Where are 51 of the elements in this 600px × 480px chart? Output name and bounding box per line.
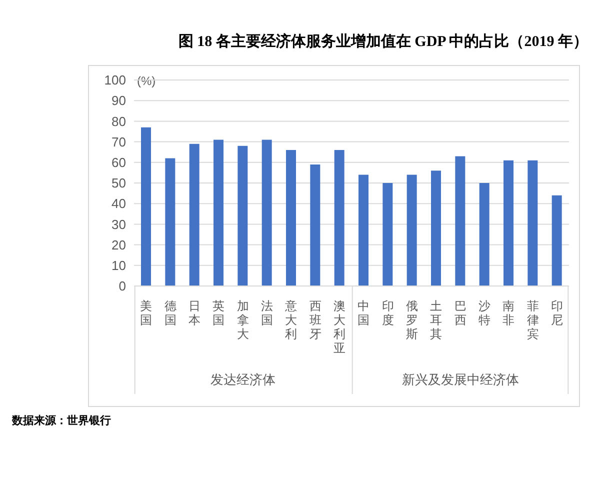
bar <box>431 170 441 286</box>
x-tick-label: 法国 <box>260 299 273 327</box>
bar <box>286 150 296 286</box>
bar <box>455 156 466 286</box>
x-tick-label: 日本 <box>188 299 200 327</box>
bar <box>528 160 538 286</box>
x-tick-label: 德国 <box>164 299 176 327</box>
bar <box>189 144 200 286</box>
bar <box>504 160 514 286</box>
y-tick-label: 50 <box>112 176 126 191</box>
y-tick-label: 10 <box>112 258 126 274</box>
y-tick-label: 60 <box>112 155 126 170</box>
bar <box>214 140 224 286</box>
x-tick-label: 巴西 <box>454 299 466 327</box>
x-tick-label: 南非 <box>502 299 515 327</box>
y-tick-label: 80 <box>112 114 126 129</box>
text: 新兴及发展中经济体 <box>402 372 519 387</box>
x-tick-label: 印尼 <box>550 299 563 327</box>
bar <box>310 164 320 286</box>
x-tick-label: 沙特 <box>478 299 490 327</box>
source-note: 数据来源：世界银行 <box>12 414 112 428</box>
y-tick-label: 40 <box>112 196 126 212</box>
bar <box>141 127 151 286</box>
bar <box>479 183 490 286</box>
x-tick-label: 土耳其 <box>430 299 442 341</box>
x-tick-label: 美国 <box>140 299 152 327</box>
bar <box>382 183 393 286</box>
bar <box>552 195 562 286</box>
x-tick-label: 印度 <box>382 299 394 327</box>
y-tick-label: 0 <box>118 278 126 294</box>
x-tick-label: 意大利 <box>284 299 298 341</box>
x-tick-label: 中国 <box>358 299 370 327</box>
x-tick-label: 加拿大 <box>236 299 249 341</box>
y-tick-label: 20 <box>112 237 126 252</box>
x-tick-label: 澳大利亚 <box>333 299 346 355</box>
bar <box>358 174 368 286</box>
bar <box>238 146 248 286</box>
y-tick-label: 70 <box>112 134 126 150</box>
y-tick-label: 90 <box>112 93 126 108</box>
x-tick-label: 西班牙 <box>309 299 322 341</box>
chart-title: 图 18 各主要经济体服务业增加值在 GDP 中的占比（2019 年） <box>177 32 588 51</box>
bar <box>406 174 417 286</box>
bar <box>334 150 344 286</box>
bar <box>165 158 176 286</box>
x-tick-label: 英国 <box>212 299 225 327</box>
bar <box>262 140 272 286</box>
y-tick-label: 30 <box>112 216 126 232</box>
text: 发达经济体 <box>210 372 276 387</box>
x-tick-label: 俄罗斯 <box>406 299 418 341</box>
y-tick-label: 100 <box>104 72 126 88</box>
x-tick-label: 菲律宾 <box>526 299 539 341</box>
